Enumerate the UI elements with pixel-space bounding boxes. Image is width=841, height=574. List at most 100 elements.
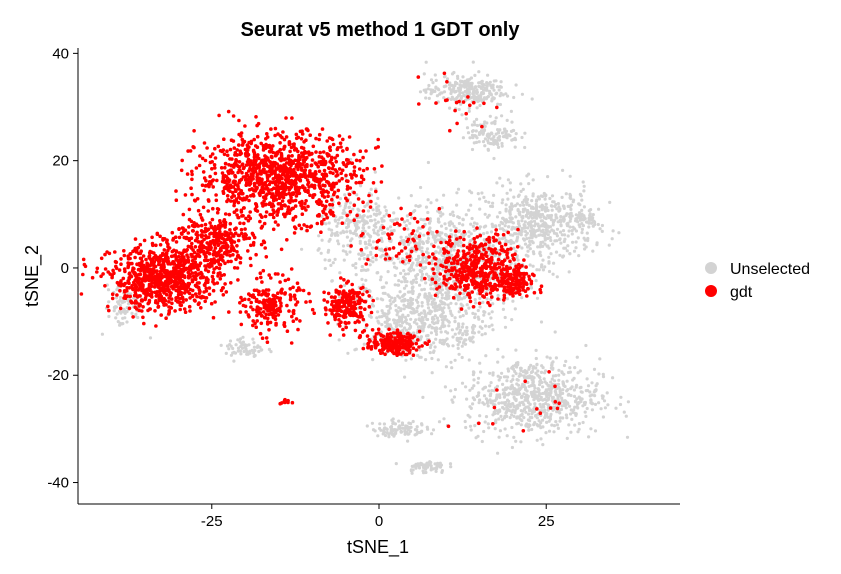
point [533,402,537,406]
point [260,169,264,174]
point [502,416,507,420]
point [504,411,508,415]
point [234,343,238,347]
point [489,230,494,234]
point [576,371,580,375]
point [490,204,495,209]
point [416,261,420,265]
point [320,203,325,208]
point [434,469,438,473]
point [541,385,545,389]
point [284,116,288,120]
point [512,387,516,391]
point [529,390,533,394]
point [509,385,513,389]
point [541,391,545,396]
point [547,429,552,433]
point [386,270,390,274]
point [557,205,561,209]
point [565,416,569,420]
point [592,390,596,394]
point [585,377,589,381]
point [345,146,349,151]
point [416,353,420,358]
point [292,231,297,235]
point [569,408,573,412]
point [440,469,444,473]
point [511,374,515,378]
point [222,137,226,141]
point [411,297,415,302]
point [263,160,268,165]
point [251,167,255,171]
point [483,310,487,314]
point [558,230,563,234]
point [330,279,334,283]
point [254,186,258,191]
point [543,209,548,213]
point [338,197,343,201]
point [261,146,266,151]
point [556,426,561,430]
point [563,246,568,250]
point [519,368,523,372]
point [520,246,524,250]
point [525,231,530,235]
point [247,175,252,180]
point [541,224,545,228]
point [534,279,538,283]
point [559,215,563,219]
point [468,136,472,140]
point [166,262,170,266]
point [485,401,489,405]
point [299,226,304,231]
point [433,309,437,313]
point [426,236,431,241]
point [357,220,361,224]
point [522,392,526,396]
point [314,150,318,154]
point [444,291,448,295]
point [345,158,349,162]
point [327,153,331,158]
point [330,187,334,192]
point [531,194,535,198]
point [496,248,500,252]
point [341,211,345,215]
point [444,365,448,369]
point [333,182,337,186]
point [507,391,511,395]
point [576,430,580,434]
point [268,160,273,164]
point [521,370,525,374]
point [357,208,361,212]
point [141,254,146,258]
point [584,343,588,348]
point [441,314,445,319]
point [449,465,453,469]
point [549,391,553,395]
point [619,395,623,399]
point [287,142,292,147]
point [238,178,242,183]
point [545,381,549,386]
point [452,224,456,228]
point [512,195,516,199]
point [442,85,446,89]
point [438,307,442,311]
point [588,394,592,398]
point [383,291,387,295]
point [582,236,586,240]
point [468,77,472,81]
point [380,219,384,223]
point [449,97,453,101]
point [447,324,451,328]
point [346,243,350,247]
point [477,70,481,74]
point [442,193,446,197]
point [540,409,544,413]
point [403,429,407,434]
point [536,373,540,377]
point [467,230,471,234]
point [368,263,372,267]
